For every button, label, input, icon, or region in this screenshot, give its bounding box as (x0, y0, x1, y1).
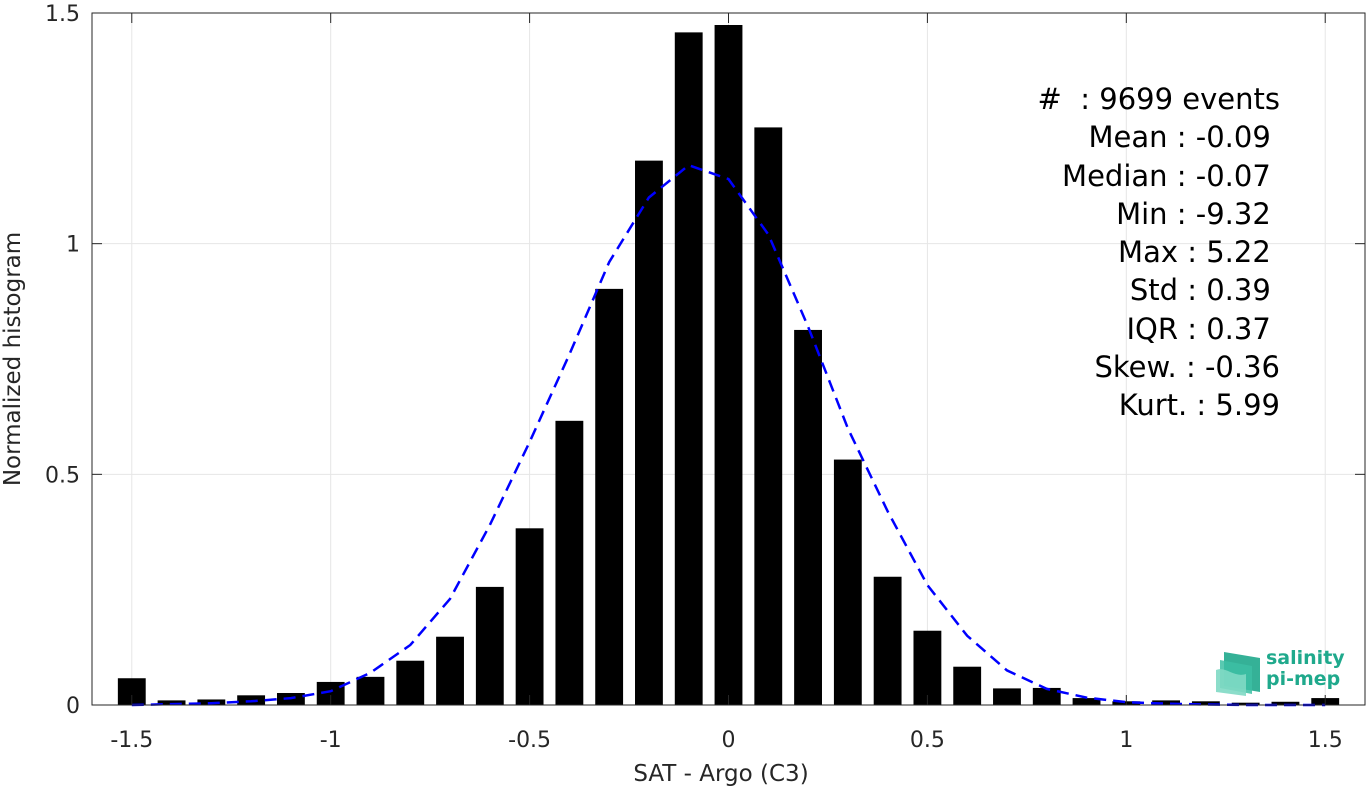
histogram-bar (475, 586, 504, 705)
fit-curve (131, 163, 1326, 707)
histogram-bar (1231, 702, 1260, 705)
stat-min: Min : -9.32 (1116, 196, 1280, 231)
histogram-bar (316, 681, 345, 705)
histogram-bar (1032, 687, 1061, 705)
histogram-bar (1271, 701, 1300, 705)
logo-line1: salinity (1266, 647, 1345, 669)
gaussian-fit-line (131, 163, 1326, 707)
histogram-bar (595, 288, 624, 705)
histogram-bar (993, 688, 1021, 705)
stat-median: Median : -0.07 (1062, 158, 1280, 193)
histogram-bar (1191, 701, 1220, 705)
y-tick-label: 0.5 (45, 463, 80, 488)
histogram-bar (356, 676, 385, 705)
stat-skew: Skew. : -0.36 (1094, 350, 1280, 385)
stats-box: # : 9699 events Mean : -0.09 Median : -0… (960, 80, 1280, 425)
histogram-bar (157, 700, 186, 705)
y-tick-label: 1 (66, 233, 80, 258)
stat-kurt: Kurt. : 5.99 (1118, 388, 1280, 423)
x-ticks: -1.5 -1 -0.5 0 0.5 1 1.5 (110, 13, 1343, 753)
y-tick-label: 1.5 (45, 2, 80, 27)
x-tick-label: -0.5 (508, 728, 551, 753)
x-tick-label: -1.5 (110, 728, 153, 753)
histogram-bar (635, 160, 663, 706)
x-tick-label: -1 (320, 728, 342, 753)
bars (117, 24, 1340, 706)
x-tick-label: 1 (1119, 728, 1133, 753)
stat-events: # : 9699 events (1037, 82, 1280, 116)
histogram-bar (436, 636, 464, 705)
stat-std: Std : 0.39 (1129, 273, 1280, 308)
histogram-bar (833, 459, 862, 705)
histogram-bar (953, 666, 982, 705)
histogram-bar (754, 127, 783, 706)
histogram-bar (913, 630, 942, 705)
salinity-pimep-logo: salinity pi-mep (1216, 648, 1346, 698)
x-tick-label: 1.5 (1308, 728, 1343, 753)
histogram-bar (794, 329, 822, 705)
stat-mean: Mean : -0.09 (1088, 120, 1280, 155)
x-tick-label: 0 (722, 728, 736, 753)
histogram-bar (396, 660, 425, 705)
y-axis-label: Normalized histogram (0, 232, 26, 486)
histogram-bar (714, 24, 743, 705)
logo-line2: pi-mep (1266, 668, 1341, 690)
wave-logo-icon (1216, 652, 1260, 696)
y-ticks: 0 0.5 1 1.5 (45, 2, 1365, 719)
histogram-bar (674, 32, 703, 706)
histogram-bar (1152, 700, 1181, 705)
logo-text: salinity pi-mep (1266, 648, 1345, 690)
stat-iqr: IQR : 0.37 (1126, 311, 1280, 346)
histogram-bar (555, 420, 584, 705)
histogram-bar (873, 576, 902, 705)
x-tick-label: 0.5 (910, 728, 945, 753)
histogram-bar (515, 528, 544, 705)
x-axis-label: SAT - Argo (C3) (633, 761, 808, 787)
histogram-bar (1072, 698, 1101, 705)
stat-max: Max : 5.22 (1118, 235, 1280, 270)
y-tick-label: 0 (66, 694, 80, 719)
